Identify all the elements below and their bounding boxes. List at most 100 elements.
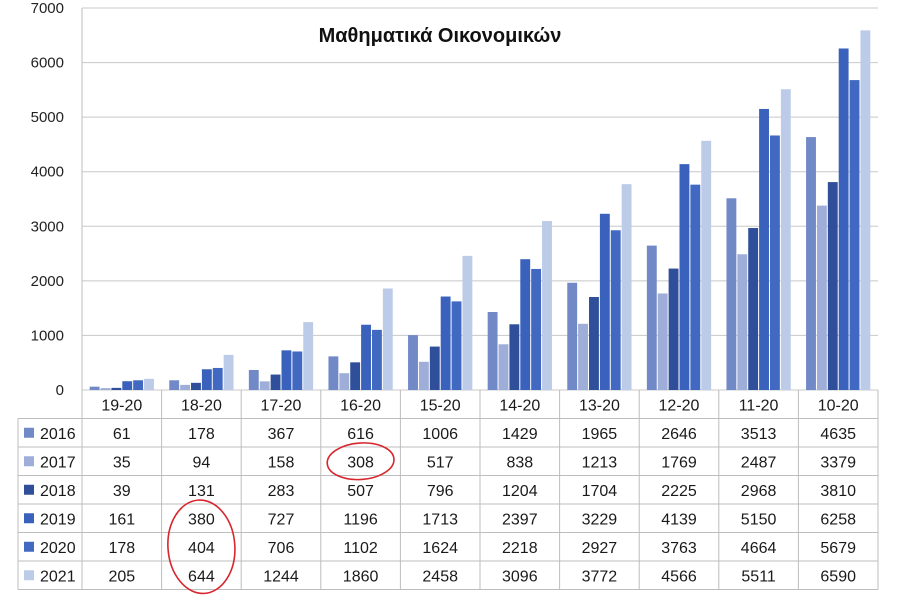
data-label: 1704	[582, 483, 618, 500]
x-tick-label: 15-20	[420, 397, 461, 414]
data-label: 35	[113, 454, 131, 471]
data-table: 19-20 18-20 17-20 16-20 15-20 14-20 13-20 12-20…	[17, 8, 879, 590]
bar	[270, 374, 281, 390]
data-label: 2487	[741, 454, 777, 471]
bar	[122, 381, 133, 390]
data-label: 796	[427, 483, 454, 500]
bar	[806, 137, 816, 390]
bar	[371, 329, 382, 390]
y-tick-label: 5000	[31, 109, 64, 126]
data-label: 706	[268, 540, 295, 557]
data-label: 2927	[582, 540, 618, 557]
bar	[589, 297, 599, 390]
data-label: 178	[108, 540, 135, 557]
bar	[679, 164, 690, 390]
data-label: 161	[108, 511, 135, 528]
bar	[487, 312, 498, 390]
bar	[462, 255, 473, 390]
data-label: 2397	[502, 511, 538, 528]
data-label: 283	[268, 483, 295, 500]
data-label: 3763	[661, 540, 697, 557]
bar	[769, 135, 780, 390]
bar	[780, 89, 791, 390]
legend-label: 2017	[40, 454, 76, 471]
data-label: 1213	[582, 454, 618, 471]
bar	[292, 351, 303, 390]
bar	[429, 346, 440, 390]
y-tick-label: 1000	[31, 327, 64, 344]
data-label: 404	[188, 540, 215, 557]
data-label: 1624	[422, 540, 458, 557]
y-axis: 0 1000 2000 3000 4000 5000 6000 7000	[31, 0, 64, 399]
bar	[382, 288, 393, 390]
bar	[223, 354, 234, 390]
data-label: 2218	[502, 540, 538, 557]
data-label: 3379	[820, 454, 856, 471]
bar	[418, 361, 429, 390]
legend-swatch	[24, 570, 34, 581]
bar	[567, 282, 578, 390]
bar	[816, 205, 827, 390]
data-label: 2458	[422, 568, 458, 585]
data-label: 2968	[741, 483, 777, 500]
bar	[827, 182, 838, 390]
bar	[610, 230, 621, 390]
x-tick-label: 12-20	[659, 397, 700, 414]
y-tick-label: 6000	[31, 55, 64, 72]
red-circle-annotation	[167, 499, 236, 595]
data-label: 1244	[263, 568, 299, 585]
x-tick-label: 10-20	[818, 397, 859, 414]
data-label: 3810	[820, 483, 856, 500]
data-label: 158	[268, 454, 295, 471]
legend-swatch	[24, 541, 34, 552]
data-label: 1204	[502, 483, 538, 500]
bar	[520, 259, 531, 390]
bar	[169, 380, 180, 390]
x-tick-label: 13-20	[579, 397, 620, 414]
bar	[737, 254, 748, 390]
y-tick-label: 0	[56, 382, 64, 399]
data-label: 380	[188, 511, 215, 528]
bar	[144, 378, 154, 390]
x-tick-label: 17-20	[261, 397, 302, 414]
data-label: 6258	[820, 511, 856, 528]
data-label: 367	[268, 426, 295, 443]
bar	[408, 335, 418, 390]
data-label: 5679	[820, 540, 856, 557]
bar	[133, 380, 144, 390]
bar	[509, 324, 520, 390]
data-label: 644	[188, 568, 215, 585]
bar	[668, 268, 679, 390]
y-tick-label: 3000	[31, 218, 64, 235]
bar	[100, 388, 111, 390]
x-tick-label: 16-20	[340, 397, 381, 414]
legend-label: 2021	[40, 568, 76, 585]
legend-label: 2016	[40, 426, 76, 443]
bar	[259, 381, 270, 390]
x-tick-label: 18-20	[181, 397, 222, 414]
bar	[248, 369, 259, 390]
data-label: 1429	[502, 426, 538, 443]
bar	[339, 373, 350, 390]
bar	[646, 245, 657, 390]
legend-swatch	[24, 427, 34, 438]
data-label: 4566	[661, 568, 697, 585]
data-label: 1102	[343, 540, 378, 557]
y-tick-label: 2000	[31, 273, 64, 290]
bar	[328, 356, 339, 390]
bar	[860, 30, 871, 390]
bar	[201, 369, 212, 390]
chart-title: Μαθηματικά Οικονομικών	[319, 25, 562, 47]
bar	[451, 301, 462, 390]
data-label: 507	[347, 483, 374, 500]
x-tick-label: 11-20	[739, 397, 779, 414]
data-label: 1006	[422, 426, 458, 443]
data-label: 1713	[422, 511, 458, 528]
data-label: 5150	[741, 511, 777, 528]
bar	[701, 140, 712, 390]
legend-swatch	[24, 513, 34, 524]
bar	[498, 344, 509, 390]
data-label: 39	[113, 483, 131, 500]
data-label: 838	[506, 454, 533, 471]
